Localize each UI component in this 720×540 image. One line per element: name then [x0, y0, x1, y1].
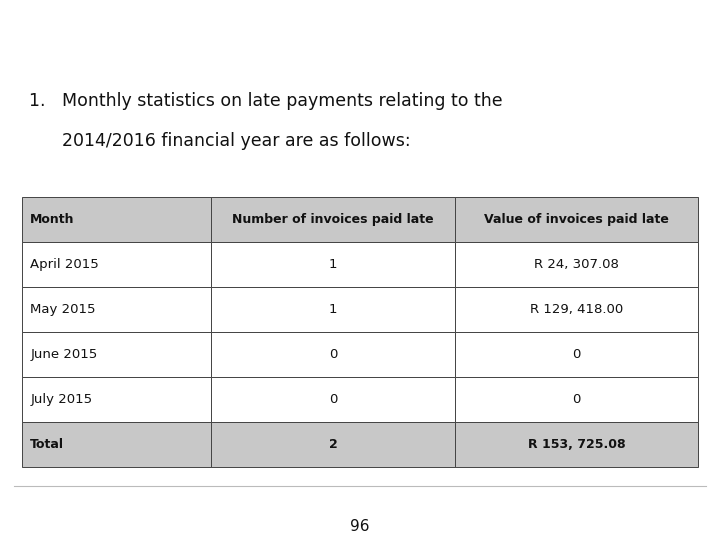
- Text: Number of invoices paid late: Number of invoices paid late: [232, 213, 433, 226]
- Text: April 2015: April 2015: [30, 258, 99, 271]
- Text: Total: Total: [30, 438, 64, 451]
- Bar: [211, 242, 455, 287]
- Bar: [211, 422, 455, 467]
- Bar: [455, 377, 698, 422]
- Text: 96: 96: [350, 519, 370, 534]
- Text: 2014/2016 financial year are as follows:: 2014/2016 financial year are as follows:: [29, 132, 410, 150]
- Bar: [22, 422, 211, 467]
- Bar: [211, 287, 455, 332]
- Text: May 2015: May 2015: [30, 303, 96, 316]
- Bar: [211, 332, 455, 377]
- Text: 2: 2: [328, 438, 337, 451]
- Bar: [455, 287, 698, 332]
- Bar: [211, 377, 455, 422]
- Text: 0: 0: [572, 393, 581, 406]
- Text: 1: 1: [328, 303, 337, 316]
- Text: Value of invoices paid late: Value of invoices paid late: [484, 213, 669, 226]
- Bar: [22, 377, 211, 422]
- Text: 0: 0: [572, 348, 581, 361]
- Bar: [22, 287, 211, 332]
- Bar: [211, 197, 455, 242]
- Bar: [455, 332, 698, 377]
- Text: June 2015: June 2015: [30, 348, 97, 361]
- Bar: [455, 242, 698, 287]
- Bar: [22, 332, 211, 377]
- Text: July 2015: July 2015: [30, 393, 92, 406]
- Bar: [455, 422, 698, 467]
- Text: SUPPLIER PAYMENT PERIOD: SUPPLIER PAYMENT PERIOD: [43, 27, 413, 51]
- Bar: [22, 197, 211, 242]
- Text: 0: 0: [329, 348, 337, 361]
- Text: R 153, 725.08: R 153, 725.08: [528, 438, 626, 451]
- Text: 0: 0: [329, 393, 337, 406]
- Text: Month: Month: [30, 213, 75, 226]
- Text: R 24, 307.08: R 24, 307.08: [534, 258, 619, 271]
- Bar: [22, 242, 211, 287]
- Text: R 129, 418.00: R 129, 418.00: [530, 303, 624, 316]
- Bar: [455, 197, 698, 242]
- Text: 1.   Monthly statistics on late payments relating to the: 1. Monthly statistics on late payments r…: [29, 92, 503, 110]
- Text: 1: 1: [328, 258, 337, 271]
